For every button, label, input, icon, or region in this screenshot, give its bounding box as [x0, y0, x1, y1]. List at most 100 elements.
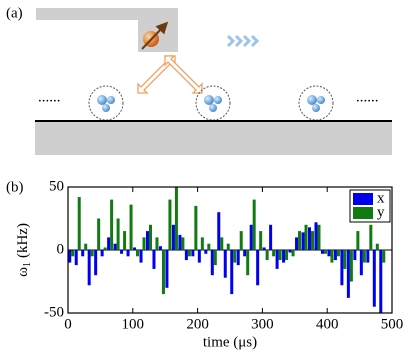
bar — [81, 250, 85, 257]
bar — [304, 224, 308, 250]
bar — [291, 250, 295, 257]
bar — [314, 222, 318, 250]
bar — [246, 250, 250, 276]
bar — [129, 204, 133, 250]
x-tick-label: 400 — [316, 316, 339, 332]
bar — [230, 250, 234, 295]
bar — [94, 250, 98, 276]
bar — [278, 250, 282, 261]
bar — [161, 250, 165, 295]
bar — [100, 250, 104, 257]
bar — [223, 250, 227, 278]
bar — [343, 250, 347, 269]
bar — [184, 250, 188, 261]
bar — [336, 250, 340, 257]
bar — [259, 231, 263, 250]
bar — [262, 247, 266, 250]
bar — [133, 247, 137, 250]
bar — [295, 237, 299, 250]
bar — [149, 224, 152, 250]
bar — [207, 243, 211, 250]
bar — [353, 250, 357, 261]
bar — [275, 250, 279, 269]
bar — [174, 187, 178, 250]
motion-chevrons — [226, 34, 260, 48]
bar — [197, 250, 201, 263]
bar — [155, 237, 159, 250]
y-axis-label: ω1 (kHz) — [15, 223, 33, 277]
bar — [282, 250, 286, 263]
bar — [330, 250, 334, 263]
bar — [239, 231, 243, 250]
bar — [340, 250, 344, 286]
bar — [349, 250, 353, 282]
bar — [362, 250, 366, 263]
bar — [136, 250, 140, 257]
ellipsis: ...... — [356, 89, 379, 105]
y-tick-label: -50 — [44, 304, 64, 320]
legend-swatch — [353, 193, 373, 205]
bar — [236, 250, 240, 266]
y-axis-label-part: (kHz) — [15, 223, 31, 258]
x-tick-label: 500 — [381, 316, 404, 332]
bar — [366, 250, 370, 263]
bar — [152, 250, 156, 269]
panel-label: (a) — [6, 5, 23, 21]
bar — [97, 218, 101, 250]
bar — [359, 250, 363, 276]
bar — [178, 234, 182, 250]
bar — [298, 231, 302, 250]
bar — [220, 237, 224, 250]
bar — [323, 250, 327, 254]
bar — [123, 231, 127, 250]
bar — [311, 231, 314, 250]
bar — [375, 243, 379, 250]
bar — [210, 250, 214, 276]
x-axis-label: time (μs) — [203, 334, 257, 350]
legend-label: y — [377, 204, 385, 220]
legend-swatch — [353, 207, 373, 219]
bar — [139, 250, 143, 263]
bar — [308, 227, 311, 250]
x-tick-label: 300 — [251, 316, 274, 332]
bar — [77, 197, 81, 250]
bar — [74, 250, 78, 266]
y-tick-label: 50 — [49, 178, 64, 194]
bar — [158, 246, 162, 250]
bar — [288, 250, 292, 253]
bar — [369, 224, 373, 250]
bar — [226, 243, 230, 250]
bar — [204, 250, 208, 254]
y-tick-label: 0 — [57, 241, 65, 257]
bar — [146, 231, 149, 250]
y-axis-label-part: 1 — [22, 262, 33, 267]
double-arrows — [137, 55, 203, 94]
bar — [168, 199, 172, 250]
bar — [379, 250, 383, 313]
bar — [107, 237, 111, 250]
bar — [103, 247, 107, 250]
bar — [90, 250, 94, 257]
bar — [213, 250, 217, 266]
bar — [217, 212, 221, 250]
bar — [126, 250, 130, 257]
tip-bar — [36, 8, 178, 20]
bar — [382, 250, 386, 263]
bar — [333, 250, 337, 261]
bar — [233, 250, 237, 263]
bar — [120, 250, 124, 254]
x-tick-label: 100 — [122, 316, 145, 332]
ellipsis: ...... — [38, 89, 61, 105]
bar — [191, 250, 195, 257]
bar — [142, 237, 146, 250]
substrate — [35, 122, 392, 155]
bar — [194, 205, 198, 250]
bar — [171, 224, 175, 250]
bar — [272, 250, 276, 257]
bar — [87, 250, 91, 286]
bar — [71, 250, 75, 257]
spin-arrow — [141, 21, 169, 50]
bar — [200, 237, 204, 250]
bar — [301, 232, 305, 250]
